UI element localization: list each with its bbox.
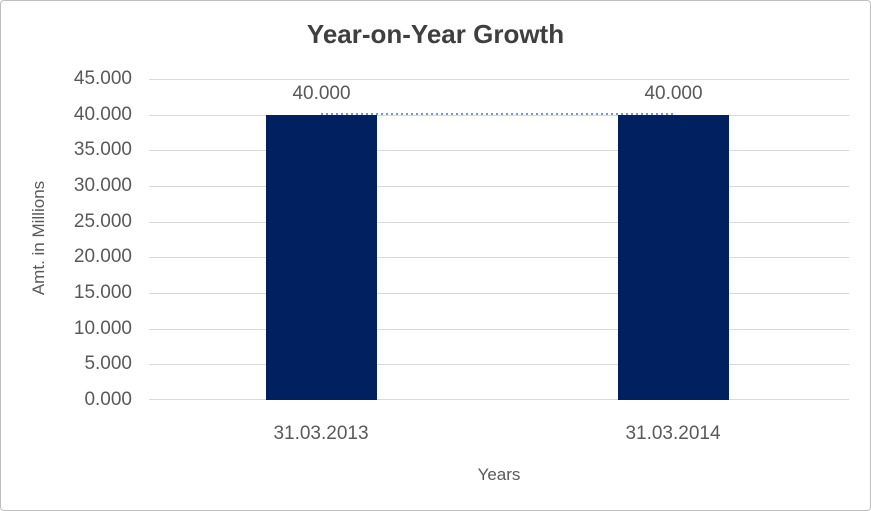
bar-value-label-2013: 40.000 xyxy=(292,83,351,104)
y-tick-label-5000: 5.000 xyxy=(84,353,132,374)
x-axis-title: Years xyxy=(477,465,521,484)
gridline xyxy=(149,257,849,258)
gridline xyxy=(149,329,849,330)
y-tick-label-45000: 45.000 xyxy=(73,68,132,89)
gridline xyxy=(149,293,849,294)
gridline xyxy=(149,186,849,187)
y-tick-label-40000: 40.000 xyxy=(73,104,132,125)
y-axis-title: Amt. in Millions xyxy=(29,180,48,296)
gridline xyxy=(149,222,849,223)
bar-value-label-2014: 40.000 xyxy=(644,83,703,104)
bar-2013 xyxy=(266,115,377,400)
gridline xyxy=(149,150,849,151)
chart-title: Year-on-Year Growth xyxy=(306,19,565,49)
gridline xyxy=(149,115,849,116)
y-tick-label-25000: 25.000 xyxy=(73,211,132,232)
plot-area: 40.000 40.000 xyxy=(149,79,849,400)
connector-dotted-line xyxy=(321,113,674,115)
y-tick-label-35000: 35.000 xyxy=(73,139,132,160)
y-tick-label-30000: 30.000 xyxy=(73,175,132,196)
y-tick-label-0000: 0.000 xyxy=(84,389,132,410)
x-category-label-2014: 31.03.2014 xyxy=(625,423,721,444)
bar-2014 xyxy=(618,115,729,400)
y-tick-label-10000: 10.000 xyxy=(73,318,132,339)
gridline xyxy=(149,79,849,80)
gridline-baseline xyxy=(149,399,849,400)
gridline xyxy=(149,364,849,365)
x-category-label-2013: 31.03.2013 xyxy=(273,423,369,444)
y-tick-label-15000: 15.000 xyxy=(73,282,132,303)
y-tick-label-20000: 20.000 xyxy=(73,246,132,267)
